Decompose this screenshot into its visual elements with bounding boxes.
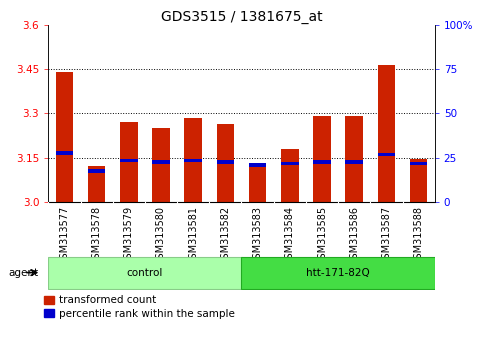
Text: GSM313586: GSM313586 — [349, 206, 359, 265]
Legend: transformed count, percentile rank within the sample: transformed count, percentile rank withi… — [44, 296, 235, 319]
Bar — [378, 153, 395, 156]
Bar — [88, 166, 105, 202]
Text: GSM313581: GSM313581 — [188, 206, 198, 265]
Text: GSM313584: GSM313584 — [285, 206, 295, 265]
Bar — [345, 160, 363, 164]
Bar — [48, 257, 242, 289]
Bar — [216, 124, 234, 202]
Bar — [249, 166, 267, 202]
Text: agent: agent — [9, 268, 39, 278]
Text: GSM313585: GSM313585 — [317, 206, 327, 265]
Bar — [56, 152, 73, 155]
Bar — [345, 116, 363, 202]
Text: control: control — [127, 268, 163, 278]
Bar — [56, 72, 73, 202]
Text: GSM313587: GSM313587 — [382, 206, 391, 265]
Title: GDS3515 / 1381675_at: GDS3515 / 1381675_at — [161, 10, 322, 24]
Text: GSM313583: GSM313583 — [253, 206, 263, 265]
Bar — [249, 163, 267, 167]
Bar — [152, 160, 170, 164]
Bar — [88, 169, 105, 172]
Bar — [120, 159, 138, 162]
Text: GSM313579: GSM313579 — [124, 206, 134, 265]
Bar — [242, 257, 435, 289]
Text: GSM313578: GSM313578 — [92, 206, 101, 265]
Bar — [313, 160, 331, 164]
Text: GSM313577: GSM313577 — [59, 206, 70, 265]
Text: GSM313580: GSM313580 — [156, 206, 166, 265]
Bar — [378, 65, 395, 202]
Text: htt-171-82Q: htt-171-82Q — [306, 268, 370, 278]
Bar — [281, 162, 298, 165]
Bar — [281, 149, 298, 202]
Bar — [313, 116, 331, 202]
Bar — [410, 162, 427, 165]
Bar — [185, 118, 202, 202]
Bar — [216, 160, 234, 164]
Text: GSM313582: GSM313582 — [220, 206, 230, 265]
Bar — [185, 159, 202, 162]
Bar — [120, 122, 138, 202]
Text: GSM313588: GSM313588 — [413, 206, 424, 265]
Bar — [410, 159, 427, 202]
Bar — [152, 128, 170, 202]
